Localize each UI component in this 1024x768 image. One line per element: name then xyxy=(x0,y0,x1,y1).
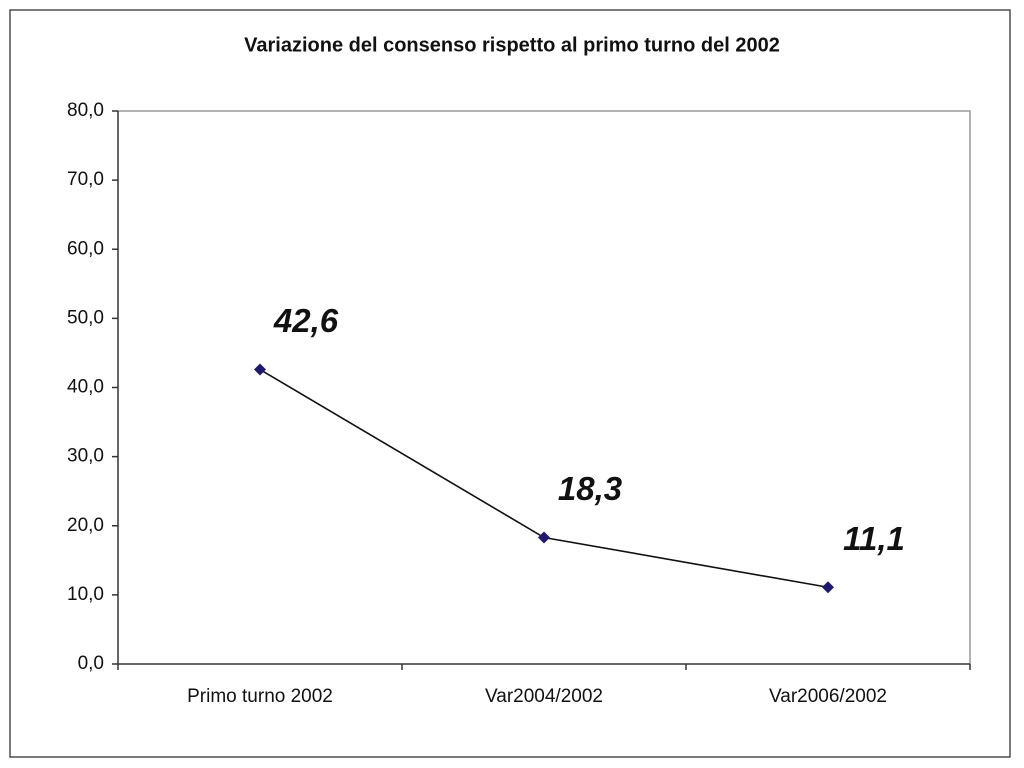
y-tick-label: 30,0 xyxy=(67,446,104,467)
y-tick-label: 0,0 xyxy=(78,653,104,674)
y-tick-label: 20,0 xyxy=(67,515,104,536)
y-tick-label: 80,0 xyxy=(67,100,104,121)
plot-border xyxy=(118,110,971,664)
chart-title: Variazione del consenso rispetto al prim… xyxy=(244,34,780,56)
x-tick-label: Primo turno 2002 xyxy=(187,686,333,707)
value-label: 18,3 xyxy=(558,470,622,507)
x-tick-label: Var2006/2002 xyxy=(769,686,887,707)
marker xyxy=(254,363,266,376)
marker xyxy=(538,531,550,544)
y-tick-label: 10,0 xyxy=(67,584,104,605)
y-tick-label: 70,0 xyxy=(67,169,104,190)
y-tick-label: 60,0 xyxy=(67,238,104,259)
value-label: 11,1 xyxy=(843,520,905,557)
marker xyxy=(822,581,834,594)
x-tick-label: Var2004/2002 xyxy=(485,686,603,707)
value-label: 42,6 xyxy=(273,302,339,339)
y-tick-label: 40,0 xyxy=(67,377,104,398)
chart-border xyxy=(9,9,1011,758)
y-tick-label: 50,0 xyxy=(67,307,104,328)
